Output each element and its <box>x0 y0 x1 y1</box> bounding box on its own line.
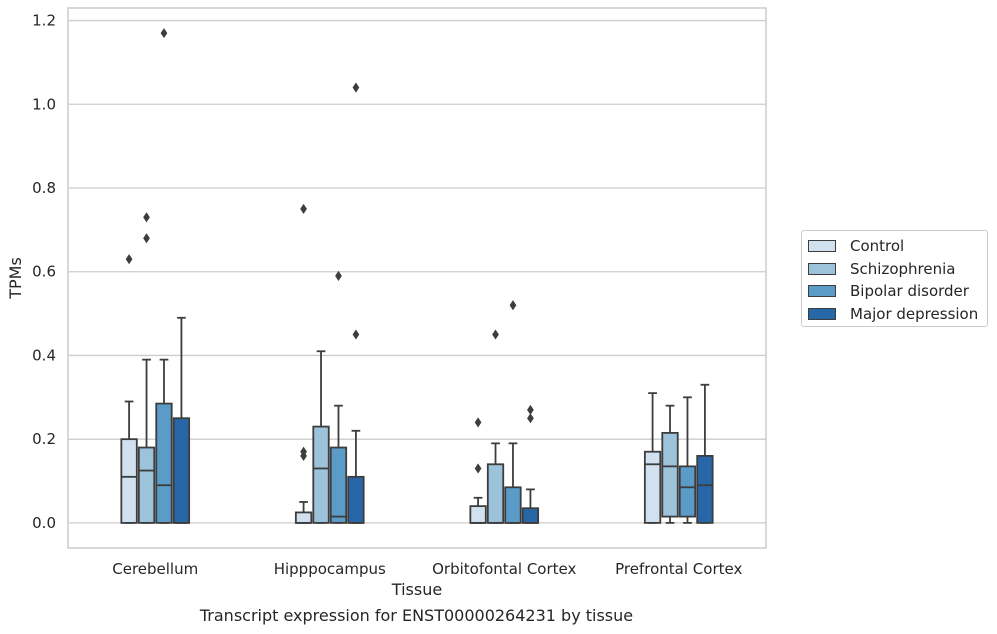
y-tick-label: 0.6 <box>32 263 56 281</box>
iqr-box <box>678 465 697 518</box>
x-tick-label: Orbitofontal Cortex <box>432 560 576 578</box>
legend-label: Control <box>850 237 905 256</box>
iqr-box <box>155 402 173 524</box>
x-tick-label: Cerebellum <box>112 560 198 578</box>
iqr-box <box>661 431 679 518</box>
box-1-2 <box>329 270 348 524</box>
box-1-3 <box>347 82 365 524</box>
iqr-box <box>504 486 522 524</box>
box-3-3 <box>696 383 714 524</box>
x-tick-label: Prefrontal Cortex <box>615 560 742 578</box>
box-0-3 <box>172 316 191 524</box>
legend-label: Schizophrenia <box>850 259 956 278</box>
outlier-point <box>125 254 133 265</box>
outlier-point <box>352 329 360 340</box>
x-tick-label: Hipppocampus <box>274 560 386 578</box>
iqr-box <box>120 438 138 524</box>
y-tick-label: 1.2 <box>32 12 56 30</box>
y-axis-label: TPMs <box>6 257 25 300</box>
box-2-1 <box>486 329 505 524</box>
iqr-box <box>347 475 365 524</box>
box-3-2 <box>678 396 697 524</box>
outlier-point <box>527 413 534 424</box>
x-axis-label: Tissue <box>391 580 442 599</box>
y-tick-label: 0.0 <box>32 514 56 532</box>
outlier-point <box>143 233 150 244</box>
box-1-1 <box>312 350 330 524</box>
x-tick-labels: Cerebellum Hipppocampus Orbitofontal Corte… <box>112 560 742 578</box>
iqr-box <box>329 446 348 524</box>
box-2-3 <box>521 404 540 524</box>
iqr-box <box>137 446 156 524</box>
y-tick-label: 1.0 <box>32 95 56 113</box>
iqr-box <box>643 450 662 524</box>
box-3-0 <box>643 392 662 524</box>
outlier-point <box>160 28 168 39</box>
legend-swatch <box>808 240 836 253</box>
legend: Control Schizophrenia Bipolar disorder Majo… <box>801 230 988 327</box>
legend-label: Bipolar disorder <box>850 282 969 301</box>
legend-item: Bipolar disorder <box>808 280 987 303</box>
plot-frame <box>67 7 767 549</box>
outlier-point <box>474 417 482 428</box>
outlier-point <box>300 446 307 457</box>
y-tick-labels: 0.0 0.2 0.4 0.6 0.8 1.0 1.2 <box>32 12 56 532</box>
legend-item: Major depression <box>808 303 987 326</box>
outlier-point <box>143 212 150 223</box>
y-tick-label: 0.2 <box>32 430 56 448</box>
legend-swatch <box>808 285 836 298</box>
box-1-0 <box>294 203 313 524</box>
box-2-2 <box>504 300 522 524</box>
outlier-point <box>474 463 482 474</box>
outlier-point <box>509 300 517 311</box>
box-0-2 <box>155 28 173 524</box>
outlier-point <box>352 82 360 93</box>
iqr-box <box>294 511 313 524</box>
y-tick-label: 0.8 <box>32 179 56 197</box>
outlier-point <box>335 270 342 281</box>
iqr-box <box>521 507 540 524</box>
box-2-0 <box>469 417 487 524</box>
box-3-1 <box>661 404 679 524</box>
y-tick-label: 0.4 <box>32 346 56 364</box>
iqr-box <box>486 463 505 524</box>
legend-swatch <box>808 262 836 275</box>
iqr-box <box>312 425 330 524</box>
outlier-point <box>527 404 534 415</box>
grid-lines <box>68 19 766 524</box>
boxes-group <box>120 28 714 524</box>
legend-item: Control <box>808 235 987 258</box>
legend-swatch <box>808 307 836 320</box>
box-0-1 <box>137 212 156 524</box>
iqr-box <box>696 455 714 524</box>
outlier-point <box>492 329 499 340</box>
chart-caption: Transcript expression for ENST0000026423… <box>199 606 634 625</box>
iqr-box <box>469 505 487 524</box>
legend-item: Schizophrenia <box>808 258 987 281</box>
outlier-point <box>300 203 307 214</box>
legend-label: Major depression <box>850 304 979 323</box>
iqr-box <box>172 417 191 524</box>
box-0-0 <box>120 254 138 524</box>
